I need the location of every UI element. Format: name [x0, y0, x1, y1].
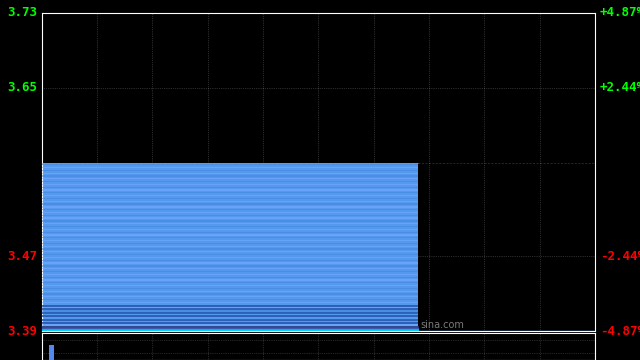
Text: 3.39: 3.39	[7, 325, 37, 338]
Text: 3.47: 3.47	[7, 250, 37, 263]
Text: -4.87%: -4.87%	[600, 325, 640, 338]
Text: 3.65: 3.65	[7, 81, 37, 94]
Text: sina.com: sina.com	[421, 320, 465, 330]
Text: -2.44%: -2.44%	[600, 250, 640, 263]
Text: +4.87%: +4.87%	[600, 6, 640, 19]
Text: 3.73: 3.73	[7, 6, 37, 19]
Text: +2.44%: +2.44%	[600, 81, 640, 94]
Bar	[49, 345, 54, 360]
